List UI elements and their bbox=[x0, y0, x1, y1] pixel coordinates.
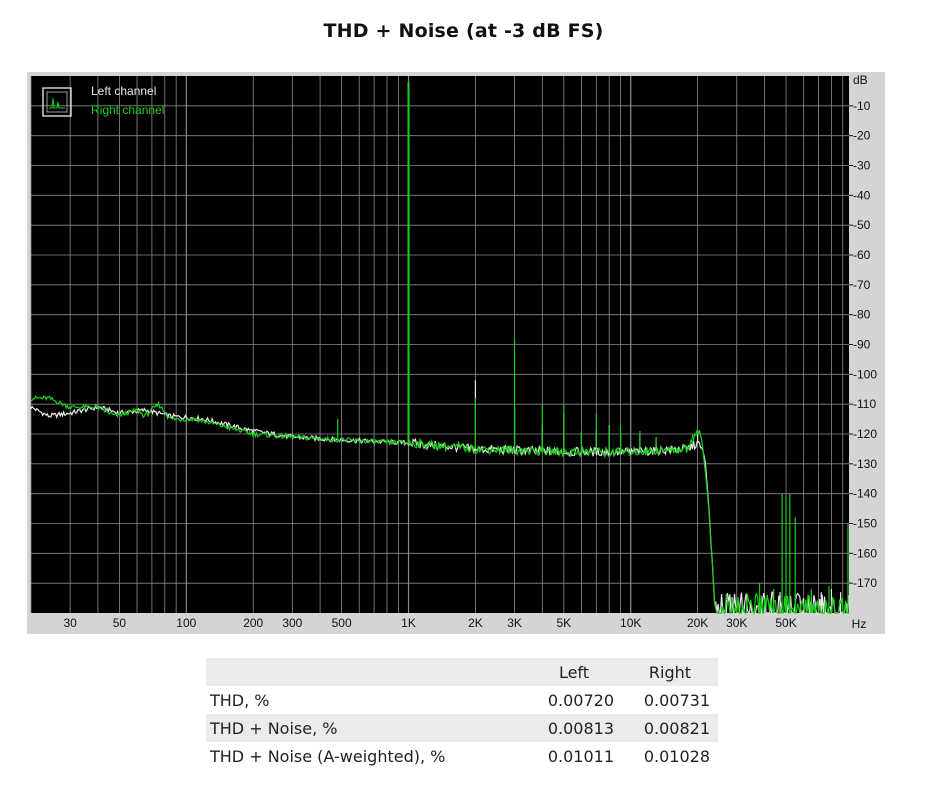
legend-icon-trace bbox=[49, 97, 65, 109]
y-tick-label: -120 bbox=[853, 427, 877, 441]
chart-title: THD + Noise (at -3 dB FS) bbox=[323, 20, 604, 42]
x-tick-label: 30K bbox=[726, 616, 747, 630]
y-tick-label: -160 bbox=[853, 546, 877, 560]
table-header-left: Left bbox=[558, 662, 590, 682]
x-tick-label: 200 bbox=[243, 616, 263, 630]
table-header-blank bbox=[206, 658, 526, 686]
x-tick-label: 500 bbox=[332, 616, 352, 630]
row-right-value: 0.01028 bbox=[643, 746, 710, 766]
legend-icon-inner bbox=[46, 91, 68, 113]
series-layer bbox=[30, 81, 850, 616]
thd-results-table: Left Right THD, % 0.00720 0.00731 THD + … bbox=[206, 658, 718, 770]
x-tick-label: 300 bbox=[282, 616, 302, 630]
table-header-right: Right bbox=[648, 662, 692, 682]
x-tick-label: 20K bbox=[687, 616, 708, 630]
row-left-value: 0.00813 bbox=[547, 718, 614, 738]
y-tick-label: -110 bbox=[853, 397, 876, 411]
legend-left-channel: Left channel bbox=[91, 84, 156, 98]
legend-right-channel: Right channel bbox=[91, 103, 164, 117]
x-tick-label: 5K bbox=[556, 616, 571, 630]
series-line-right bbox=[30, 394, 849, 615]
y-tick-label: -130 bbox=[853, 457, 877, 471]
row-left-value: 0.01011 bbox=[547, 746, 614, 766]
row-right-value: 0.00821 bbox=[643, 718, 710, 738]
table-header-row: Left Right bbox=[206, 658, 718, 686]
y-tick-label: -150 bbox=[853, 517, 877, 531]
legend: Left channel Right channel bbox=[42, 84, 164, 117]
y-tick-label: -170 bbox=[853, 576, 877, 590]
table-row: THD + Noise, % 0.00813 0.00821 bbox=[206, 714, 718, 742]
spectrum-chart: 30 50 100 200 300 500 1K 2K 3K 5K 10K 20K 30K 50K Hz dB… bbox=[27, 72, 885, 634]
y-tick-label: -70 bbox=[853, 278, 871, 292]
y-unit-label: dB bbox=[853, 73, 868, 87]
x-unit-label: Hz bbox=[852, 617, 867, 631]
x-tick-label: 3K bbox=[507, 616, 522, 630]
row-label: THD, % bbox=[210, 690, 270, 710]
y-tick-label: -20 bbox=[853, 129, 871, 143]
y-tick-label: -80 bbox=[853, 308, 871, 322]
y-tick-label: -30 bbox=[853, 159, 871, 173]
row-label: THD + Noise, % bbox=[210, 718, 338, 738]
legend-icon-frame bbox=[42, 87, 72, 117]
x-tick-label: 2K bbox=[468, 616, 483, 630]
row-label: THD + Noise (A-weighted), % bbox=[210, 746, 446, 766]
y-tick-label: -60 bbox=[853, 248, 871, 262]
axis-labels: 30 50 100 200 300 500 1K 2K 3K 5K 10K 20K 30K 50K Hz dB… bbox=[63, 73, 877, 631]
x-tick-label: 50 bbox=[113, 616, 127, 630]
x-tick-label: 1K bbox=[401, 616, 416, 630]
y-tick-label: -140 bbox=[853, 487, 877, 501]
y-tick-label: -40 bbox=[853, 188, 871, 202]
spectrum-plot: 30 50 100 200 300 500 1K 2K 3K 5K 10K 20K 30K 50K Hz dB… bbox=[27, 72, 885, 634]
table-row: THD + Noise (A-weighted), % 0.01011 0.01… bbox=[206, 742, 718, 770]
row-right-value: 0.00731 bbox=[643, 690, 710, 710]
x-tick-label: 30 bbox=[63, 616, 77, 630]
x-tick-label: 10K bbox=[620, 616, 641, 630]
row-left-value: 0.00720 bbox=[547, 690, 614, 710]
y-tick-label: -50 bbox=[853, 218, 871, 232]
y-tick-label: -90 bbox=[853, 338, 871, 352]
x-tick-label: 50K bbox=[775, 616, 796, 630]
table-row: THD, % 0.00720 0.00731 bbox=[206, 686, 718, 714]
grid-lines bbox=[30, 76, 849, 613]
x-tick-label: 100 bbox=[176, 616, 196, 630]
y-tick-label: -100 bbox=[853, 367, 877, 381]
y-tick-label: -10 bbox=[853, 99, 871, 113]
